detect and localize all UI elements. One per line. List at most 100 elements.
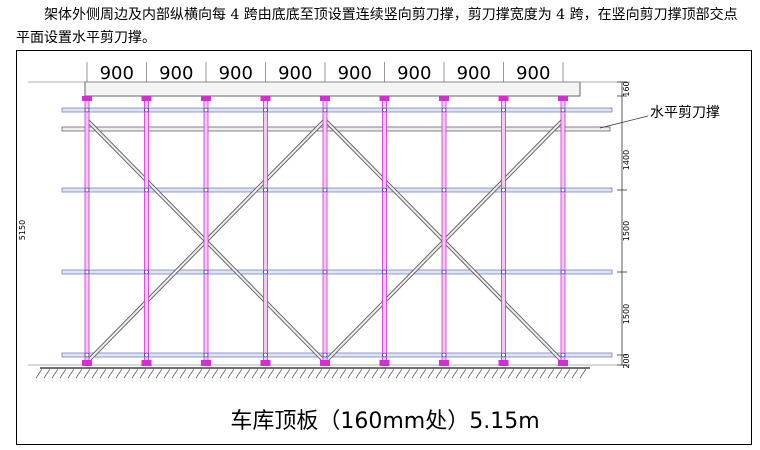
hatch-line [131,368,139,379]
clamp [263,352,268,358]
ledger [61,107,613,113]
clamp [84,187,90,193]
clamp [322,187,328,193]
clamp [84,107,90,113]
top-dimension: 900 [338,63,372,84]
hatch-line [323,368,331,379]
base-plate [379,360,390,366]
clamp [84,352,90,358]
hatch-line [43,368,51,379]
hatch-line [243,368,251,379]
hatch-line [435,368,443,379]
clamp [501,352,506,358]
pole [84,96,90,363]
hatch-line [139,368,147,379]
hatch-line [91,368,99,379]
top-support [82,96,92,101]
hatch-line [563,368,571,379]
hatch-line [211,368,219,379]
clamp [441,352,447,358]
top-support [201,96,211,101]
hatch-line [459,368,467,379]
hatch-line [251,368,259,379]
hatch-line [299,368,307,379]
hatch-line [515,368,523,379]
base-plate [439,360,449,366]
hatch-line [523,368,531,379]
clamp [560,352,566,358]
base-plate [260,360,271,366]
clamp [382,269,387,275]
clamp [84,269,90,275]
hatch-line [403,368,411,379]
clamp [501,187,506,193]
clamp [322,269,328,275]
base-plate [498,360,509,366]
hatch-line [483,368,491,379]
left-dimension: 5150 [18,220,27,240]
hatch-line [363,368,371,379]
top-dimension: 900 [397,63,431,84]
top-dimension: 900 [159,63,193,84]
hatch-line [275,368,283,379]
clamp [263,269,268,275]
hatch-line [347,368,355,379]
frame [16,50,752,445]
top-support [379,96,390,101]
hatch-line [539,368,547,379]
top-dimension: 900 [516,63,550,84]
callout: 水平剪刀撑 [650,105,720,121]
hatch-line [443,368,451,379]
pole [263,96,268,363]
hatch-line [547,368,555,379]
hatch-line [115,368,123,379]
top-support [439,96,449,101]
hatch-line [203,368,211,379]
hatch-line [179,368,187,379]
clamp [203,269,209,275]
top-support [141,96,152,101]
top-dimension: 900 [219,63,253,84]
clamp [203,187,209,193]
hatch-line [491,368,499,379]
clamp [263,107,268,113]
clamp [263,187,268,193]
hatch-line [59,368,67,379]
clamp [144,352,149,358]
hatch-line [99,368,107,379]
right-dimension: 1500 [622,304,631,324]
hatch-line [555,368,563,379]
pole [501,96,506,363]
clamp [560,107,566,113]
clamp [144,269,149,275]
right-dimension: 200 [622,353,631,368]
clamp [322,352,328,358]
base-plate [320,360,330,366]
hatch-line [155,368,163,379]
hatch-line [387,368,395,379]
clamp [382,107,387,113]
pole [441,96,447,363]
hatch-line [499,368,507,379]
hatch-line [171,368,179,379]
top-support [558,96,568,101]
right-dimension: 1500 [622,221,631,241]
clamp [441,107,447,113]
clamp [144,107,149,113]
hatch-line [51,368,59,379]
paragraph: 架体外侧周边及内部纵横向每 4 跨由底底至顶设置连续竖向剪刀撑，剪刀撑宽度为 4… [16,7,738,46]
pole [203,96,209,363]
hatch-line [331,368,339,379]
base-plate [82,360,92,366]
hatch-line [35,368,43,379]
leader-line [599,115,649,129]
hatch-line [195,368,203,379]
hatch-line [67,368,75,379]
clamp [203,107,209,113]
hatch-line [219,368,227,379]
right-dimension: 1400 [622,150,631,170]
hatch-line [291,368,299,379]
hatch-line [315,368,323,379]
hatch-line [451,368,459,379]
